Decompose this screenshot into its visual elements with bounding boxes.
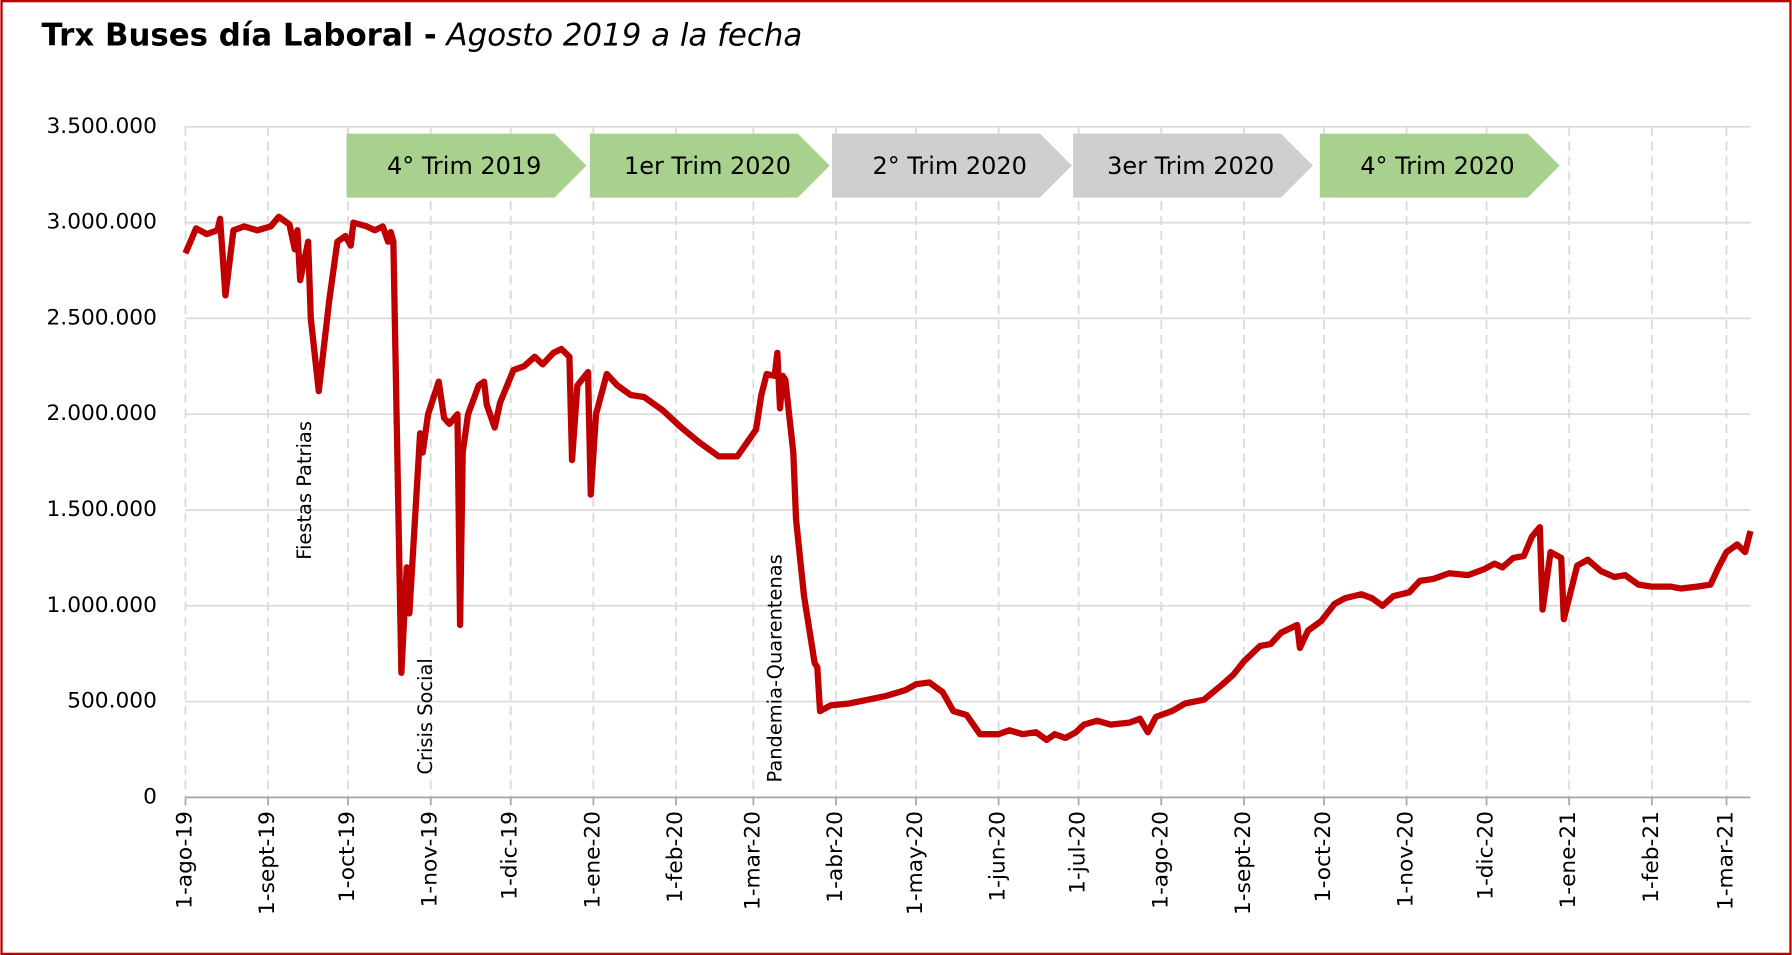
period-banner xyxy=(346,133,587,198)
y-tick-label: 500.000 xyxy=(67,689,157,714)
x-tick-label: 1-may-20 xyxy=(903,811,928,915)
x-tick-label: 1-abr-20 xyxy=(823,811,848,903)
period-label: 4° Trim 2020 xyxy=(1360,152,1514,180)
data-line xyxy=(182,213,1754,744)
x-tick-label: 1-feb-20 xyxy=(663,811,688,903)
x-tick-label: 1-sept-20 xyxy=(1231,811,1256,915)
title-main: Trx Buses día Laboral - xyxy=(42,17,437,53)
x-tick-label: 1-mar-21 xyxy=(1713,811,1738,910)
x-tick-label: 1-ene-20 xyxy=(580,811,605,908)
y-tick-label: 2.500.000 xyxy=(47,305,157,330)
period-banner xyxy=(1073,133,1313,198)
x-tick-label: 1-dic-19 xyxy=(498,811,523,900)
x-tick-label: 1-nov-19 xyxy=(418,811,443,907)
period-banner xyxy=(832,133,1072,198)
x-tick-label: 1-jul-20 xyxy=(1066,811,1091,894)
y-tick-label: 1.000.000 xyxy=(47,593,157,618)
y-tick-label: 2.000.000 xyxy=(47,401,157,426)
period-label: 1er Trim 2020 xyxy=(624,152,791,180)
x-tick-label: 1-ago-20 xyxy=(1148,811,1173,909)
x-tick-label: 1-ene-21 xyxy=(1556,811,1581,908)
x-tick-label: 1-ago-19 xyxy=(172,811,197,909)
period-banner xyxy=(1319,133,1560,198)
period-label: 4° Trim 2019 xyxy=(387,152,541,180)
event-annotation: Crisis Social xyxy=(414,658,437,774)
y-tick-label: 3.000.000 xyxy=(47,210,157,235)
x-tick-label: 1-oct-19 xyxy=(335,811,360,902)
period-banner xyxy=(589,133,830,198)
y-tick-label: 3.500.000 xyxy=(47,114,157,139)
event-annotation: Fiestas Patrias xyxy=(293,421,316,560)
chart-title: Trx Buses día Laboral - Agosto 2019 a la… xyxy=(42,17,803,53)
x-tick-label: 1-mar-20 xyxy=(740,811,765,910)
y-tick-label: 1.500.000 xyxy=(47,497,157,522)
y-tick-label: 0 xyxy=(143,784,157,809)
period-label: 3er Trim 2020 xyxy=(1107,152,1274,180)
x-tick-label: 1-feb-21 xyxy=(1639,811,1664,903)
event-annotation: Pandemia-Quarentenas xyxy=(764,554,787,782)
x-tick-label: 1-jun-20 xyxy=(986,811,1011,902)
x-tick-label: 1-oct-20 xyxy=(1311,811,1336,902)
x-tick-label: 1-sept-19 xyxy=(255,811,280,915)
x-tick-label: 1-dic-20 xyxy=(1474,811,1499,900)
title-sub: Agosto 2019 a la fecha xyxy=(445,17,803,53)
x-tick-label: 1-nov-20 xyxy=(1394,811,1419,907)
period-label: 2° Trim 2020 xyxy=(872,152,1026,180)
